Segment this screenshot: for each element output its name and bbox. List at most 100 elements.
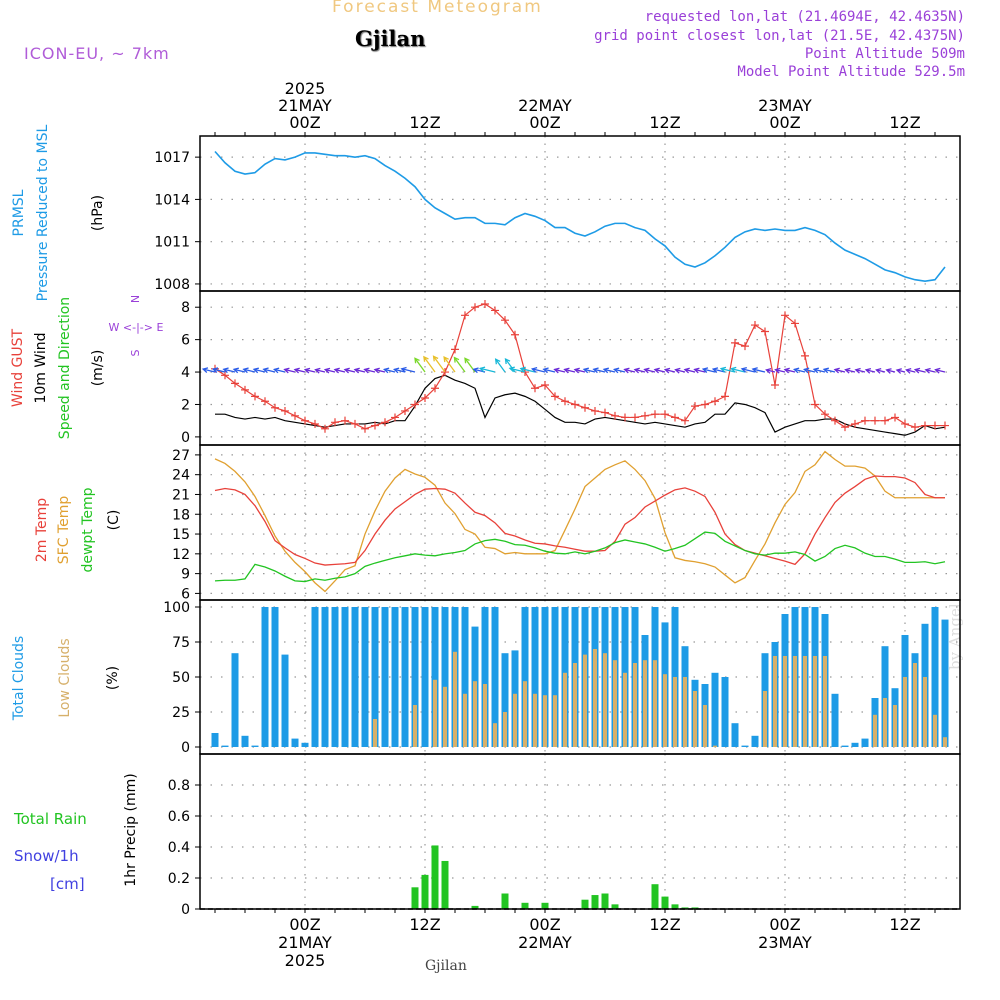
wind-arrow [353,367,366,374]
compass-south: S [129,349,142,356]
temp-unit: (C) [106,510,122,531]
wind-10m-label: 10m Wind [33,332,49,403]
snow-unit-label: [cm] [50,875,85,893]
time-label-top: 00Z [529,113,560,132]
total-cloud-bar [831,693,839,747]
rain-bar [651,884,659,909]
wind-arrow [783,367,796,374]
wind-arrow [740,366,756,373]
rain-bar [541,902,549,909]
wind-arrow [582,367,596,374]
total-cloud-bar [241,735,249,747]
low-cloud-bar [673,677,677,747]
wind-arrow [719,366,736,373]
total-rain-label: Total Rain [13,810,87,828]
time-label-bottom: 00Z [769,915,800,934]
wind-arrow [273,367,286,374]
low-cloud-bar [413,705,417,747]
wind-arrow [653,367,666,374]
wind-arrow [592,367,606,374]
wind-arrow [443,355,456,373]
time-label-top: 12Z [889,113,920,132]
wind-arrow [323,367,336,374]
time-label-top: 23MAY [758,96,812,115]
gust-marker [761,327,769,336]
low-cloud-bar [703,705,707,747]
gust-marker [771,381,779,390]
total-cloud-bar [491,607,499,747]
ytick-label: 1011 [154,235,190,251]
gust-marker [671,413,679,422]
wind-arrow [885,368,896,374]
low-cloud-bar [683,677,687,747]
total-cloud-bar [501,653,509,747]
panel-frame [199,444,961,601]
gust-marker [801,351,809,360]
ytick-label: 0 [181,430,190,446]
wind-arrow [663,367,676,374]
time-label-bottom: 12Z [409,915,440,934]
wind-arrow [453,356,466,373]
total-cloud-bar [881,646,889,747]
time-label-top: 12Z [649,113,680,132]
low-cloud-bar [523,681,527,747]
total-cloud-bar [411,607,419,747]
wind-arrow [283,367,296,374]
point-altitude: Point Altitude 509m [804,46,965,62]
gust-marker [581,403,589,412]
wind-arrow [363,367,376,374]
panel-frame [199,290,961,446]
total-cloud-bar [551,607,559,747]
total-cloud-bar [711,672,719,747]
total-cloud-bar [441,607,449,747]
total-cloud-bar [331,607,339,747]
wind-arrow [519,366,536,373]
rain-bar [471,905,479,909]
location-title: Gjilan [355,26,426,51]
wind-arrow [623,367,636,374]
total-cloud-bar [271,607,279,747]
wind-arrow [643,367,656,374]
time-label-bottom: 00Z [289,915,320,934]
wind-arrow [423,355,436,373]
wind-arrow [252,367,266,374]
total-cloud-bar [371,607,379,747]
gust-marker [831,416,839,425]
wind-direction-label: Speed and Direction [57,297,73,439]
low-cloud-bar [483,684,487,747]
gust-marker [341,416,349,425]
ytick-label: 1014 [154,192,190,208]
rain-bar [521,902,529,909]
low-cloud-bar [913,663,917,747]
total-cloud-bar [521,607,529,747]
total-cloud-bar [361,607,369,747]
time-label-top: 21MAY [278,96,332,115]
total-cloud-bar [481,607,489,747]
gust-marker [271,403,279,412]
gust-marker [681,416,689,425]
low-cloud-bar [453,651,457,747]
wind-arrow [563,367,576,374]
gust-marker [641,411,649,420]
ytick-label: 1008 [154,277,190,293]
wind-arrow [432,355,446,373]
rain-bar [581,899,589,909]
gust-marker [721,392,729,401]
wind-arrow [905,368,916,374]
time-label-top: 00Z [769,113,800,132]
gust-marker [361,424,369,433]
gridpoint-coordinates: grid point closest lon,lat (21.5E, 42.43… [594,28,965,44]
wind-arrow [494,358,506,373]
rain-bar [681,907,689,909]
gust-marker [441,368,449,377]
low-cloud-bar [503,712,507,747]
gust-marker [281,406,289,415]
wind-arrow [895,368,906,374]
time-label-bottom: 2025 [285,951,326,970]
ytick-label: 0.4 [168,840,190,856]
series-dewpt-temp [214,531,946,583]
gust-marker [321,424,329,433]
ytick-label: 9 [181,567,190,583]
pressure-reduced-label: Pressure Reduced to MSL [35,124,51,301]
